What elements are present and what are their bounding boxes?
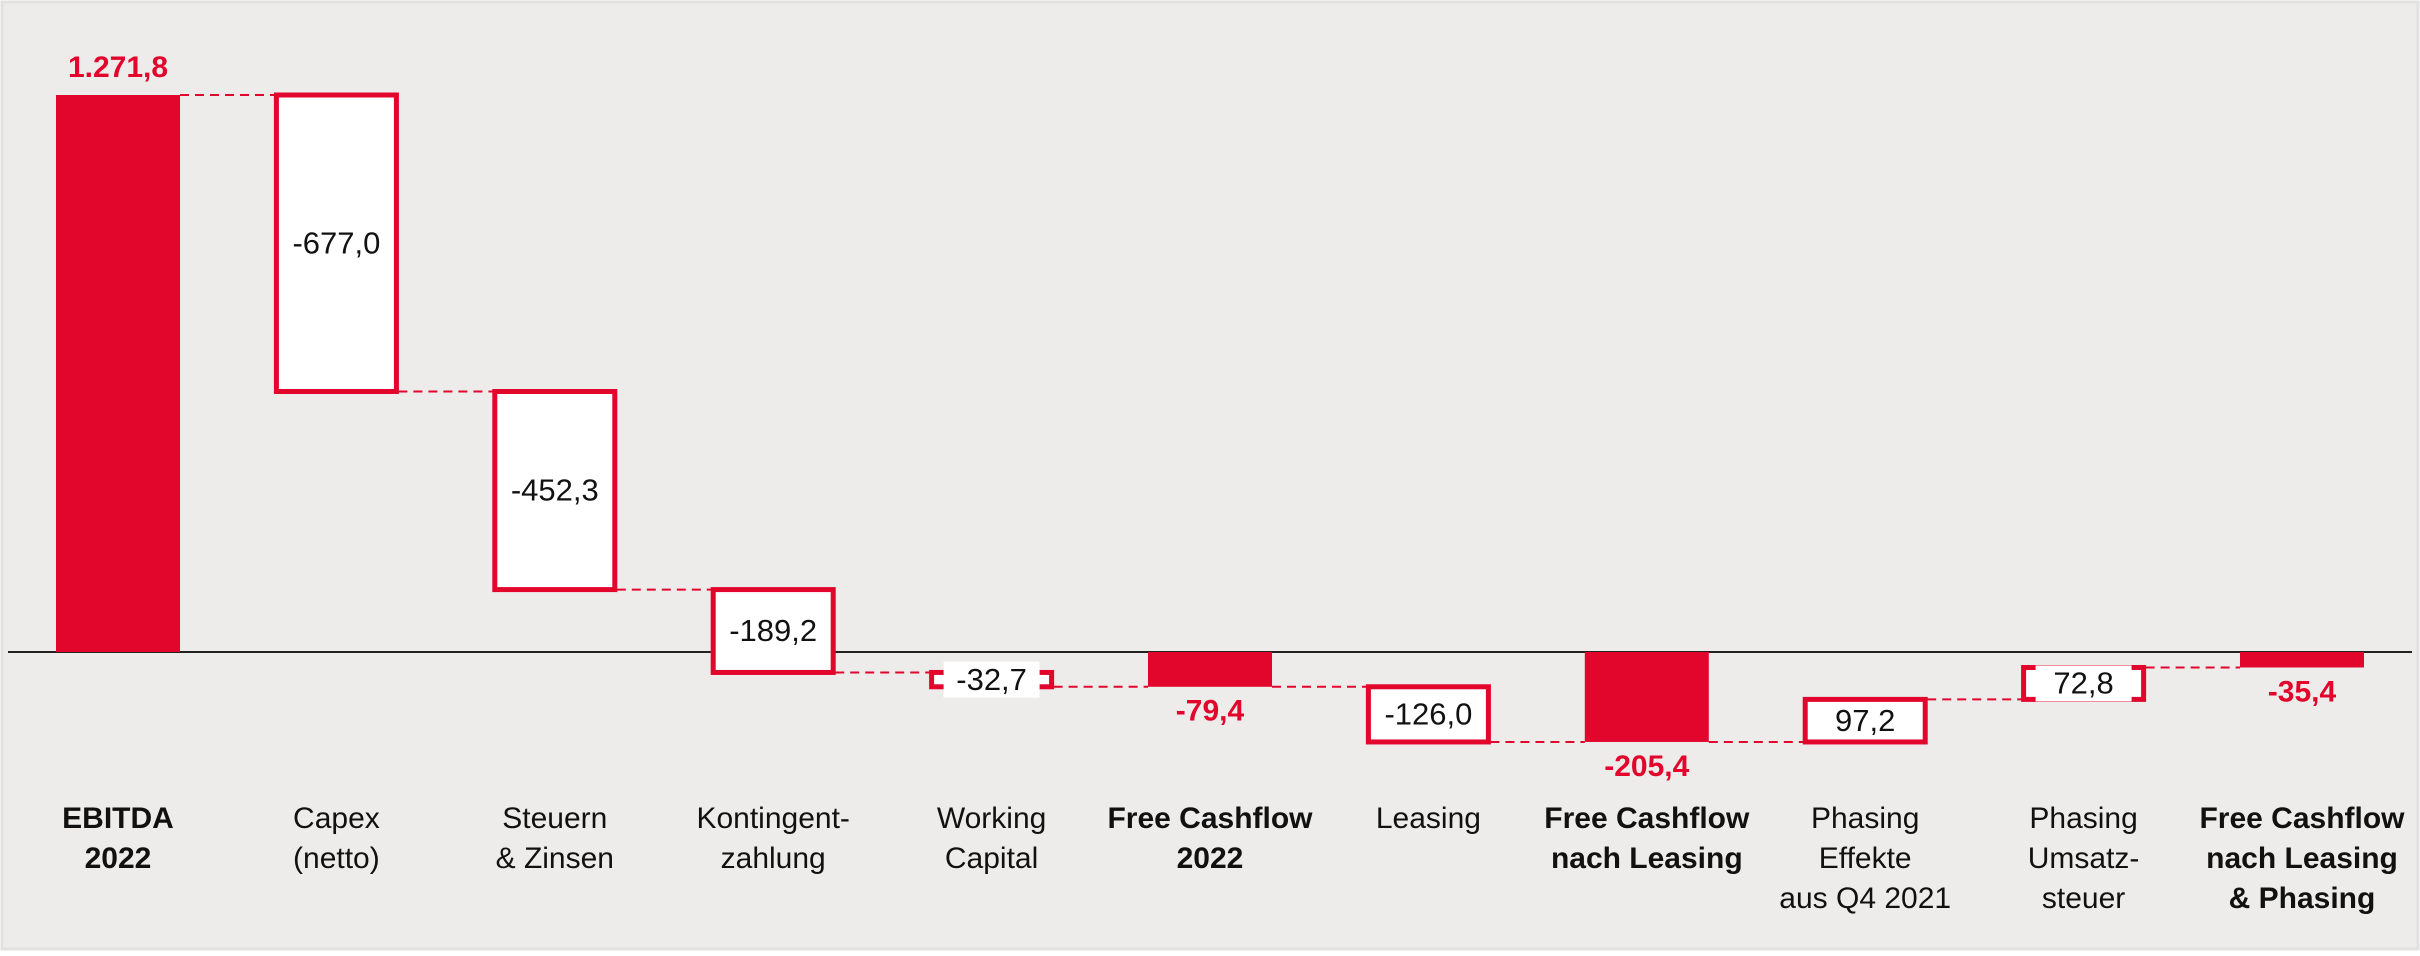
- x-tick-label: 2022: [1177, 842, 1244, 875]
- total-bar: [2240, 652, 2364, 668]
- value-label: -126,0: [1384, 697, 1472, 732]
- x-tick-label: nach Leasing: [1551, 842, 1743, 875]
- value-label: -79,4: [1176, 695, 1245, 728]
- x-tick-label: (netto): [293, 842, 380, 875]
- x-tick-label: Steuern: [502, 802, 607, 835]
- x-tick-label: & Zinsen: [496, 842, 614, 875]
- value-label: 72,8: [2053, 666, 2113, 701]
- value-label: 1.271,8: [68, 51, 168, 84]
- total-bar: [56, 95, 180, 652]
- x-tick-label: Phasing: [2029, 802, 2137, 835]
- label-background: [2035, 665, 2132, 702]
- label-background: [943, 661, 1040, 698]
- x-tick-label: Kontingent-: [696, 802, 849, 835]
- value-label: -677,0: [292, 225, 380, 260]
- value-label: -205,4: [1604, 750, 1689, 783]
- x-tick-label: Effekte: [1819, 842, 1912, 875]
- x-tick-label: Free Cashflow: [2199, 802, 2405, 835]
- x-tick-label: Free Cashflow: [1544, 802, 1750, 835]
- total-bar: [1148, 652, 1272, 687]
- step-bar: [710, 587, 836, 675]
- x-tick-label: Umsatz-: [2028, 842, 2140, 875]
- value-label: -452,3: [511, 473, 599, 508]
- x-tick-label: Capex: [293, 802, 380, 835]
- step-bar: [273, 92, 399, 395]
- total-bar: [1584, 652, 1709, 742]
- x-tick-label: 2022: [85, 842, 152, 875]
- label-background: [1817, 702, 1914, 739]
- x-tick-label: steuer: [2042, 882, 2125, 915]
- x-tick-label: & Phasing: [2229, 882, 2376, 915]
- step-bar: [492, 389, 618, 593]
- value-label: 97,2: [1835, 703, 1895, 738]
- value-label: -189,2: [729, 613, 817, 648]
- step-bar: [1365, 684, 1491, 745]
- value-label: -35,4: [2268, 675, 2337, 708]
- x-tick-label: Capital: [945, 842, 1038, 875]
- x-tick-label: aus Q4 2021: [1779, 882, 1951, 915]
- x-tick-label: EBITDA: [62, 802, 174, 835]
- x-tick-label: nach Leasing: [2206, 842, 2398, 875]
- x-tick-label: Free Cashflow: [1107, 802, 1313, 835]
- x-tick-label: Phasing: [1811, 802, 1919, 835]
- value-label: -32,7: [956, 662, 1027, 697]
- x-tick-label: zahlung: [721, 842, 826, 875]
- x-tick-label: Leasing: [1376, 802, 1481, 835]
- x-tick-label: Working: [937, 802, 1046, 835]
